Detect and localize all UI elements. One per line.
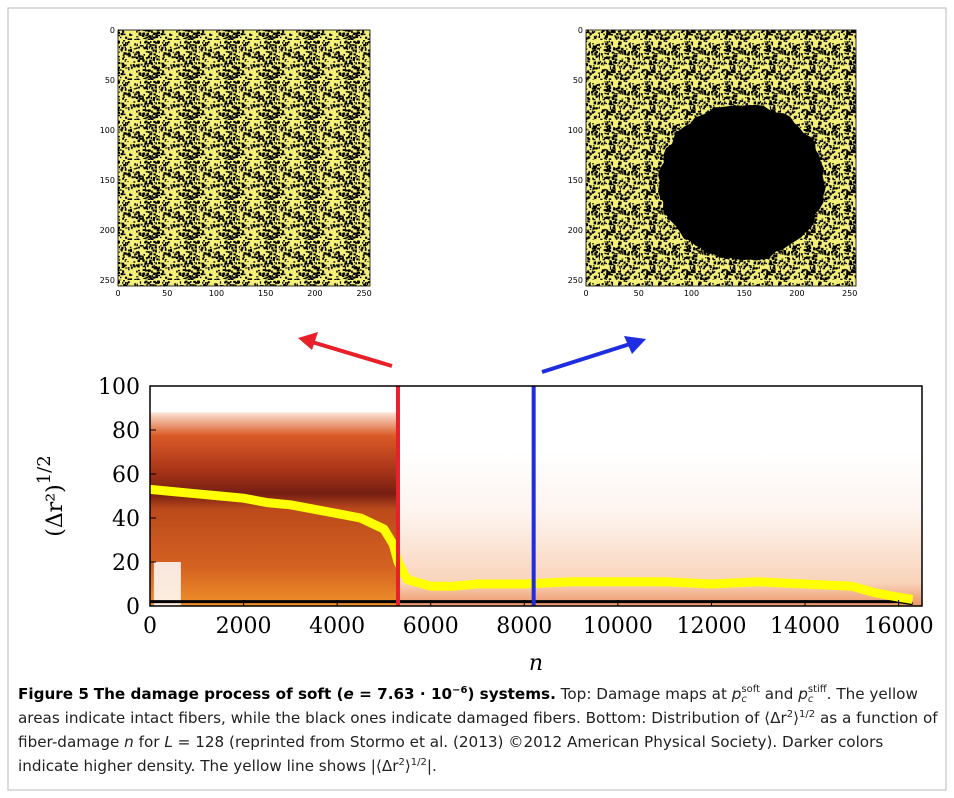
x-tick-label: 10000 <box>583 614 653 639</box>
density-dark <box>150 412 398 606</box>
x-tick-label: 0 <box>115 289 120 298</box>
y-tick-label: 200 <box>568 226 583 235</box>
y-axis-label: (Δr²)1/2 <box>34 455 68 536</box>
caption: Figure 5 The damage process of soft (e =… <box>18 682 938 778</box>
y-tick-label: 60 <box>112 463 140 488</box>
damaged-region <box>658 104 826 261</box>
y-tick-label: 250 <box>100 276 115 285</box>
y-tick-label: 0 <box>126 595 140 620</box>
plot-frame <box>149 385 923 607</box>
caption-title: The damage process of soft (e = 7.63 · 1… <box>93 684 556 703</box>
x-tick-label: 50 <box>162 289 172 298</box>
x-tick-label: 200 <box>307 289 322 298</box>
arrow-left <box>311 340 393 368</box>
y-tick-label: 150 <box>100 176 115 185</box>
arrow-right <box>541 342 631 374</box>
x-axis-label: n <box>529 651 543 676</box>
x-tick-label: 100 <box>209 289 224 298</box>
figure-frame <box>7 7 947 791</box>
density-gap <box>153 562 181 606</box>
damage-map <box>117 29 371 287</box>
y-tick-label: 100 <box>98 375 140 400</box>
x-tick-label: 8000 <box>496 614 552 639</box>
y-tick-label: 150 <box>568 176 583 185</box>
caption-text: Top: Damage maps at p soft c and p stiff c. … <box>18 683 938 775</box>
arrow-head <box>298 332 318 350</box>
x-tick-label: 0 <box>143 614 157 639</box>
x-tick-label: 150 <box>737 289 752 298</box>
y-tick-label: 50 <box>573 76 583 85</box>
y-tick-label: 80 <box>112 419 140 444</box>
y-label-base: (Δr²) <box>43 484 68 536</box>
y-tick-label: 0 <box>110 26 115 35</box>
y-tick-label: 20 <box>112 551 140 576</box>
y-tick-label: 0 <box>578 26 583 35</box>
y-tick-label: 250 <box>568 276 583 285</box>
series-line <box>149 484 914 604</box>
x-tick-label: 100 <box>684 289 699 298</box>
x-tick-label: 16000 <box>864 614 934 639</box>
figure-label: Figure 5 <box>18 685 89 703</box>
x-tick-label: 14000 <box>770 614 840 639</box>
x-tick-label: 50 <box>634 289 644 298</box>
x-tick-label: 4000 <box>309 614 365 639</box>
arrow-head <box>624 336 646 354</box>
y-tick-label: 100 <box>568 126 583 135</box>
y-tick-label: 40 <box>112 507 140 532</box>
y-tick-label: 50 <box>105 76 115 85</box>
x-tick-label: 2000 <box>216 614 272 639</box>
x-tick-label: 250 <box>842 289 857 298</box>
x-tick-label: 12000 <box>676 614 746 639</box>
y-tick-label: 100 <box>100 126 115 135</box>
x-tick-label: 0 <box>583 289 588 298</box>
x-tick-label: 6000 <box>403 614 459 639</box>
y-label-exponent: 1/2 <box>34 455 55 484</box>
x-tick-label: 250 <box>356 289 371 298</box>
y-tick-label: 200 <box>100 226 115 235</box>
x-tick-label: 200 <box>789 289 804 298</box>
x-tick-label: 150 <box>258 289 273 298</box>
